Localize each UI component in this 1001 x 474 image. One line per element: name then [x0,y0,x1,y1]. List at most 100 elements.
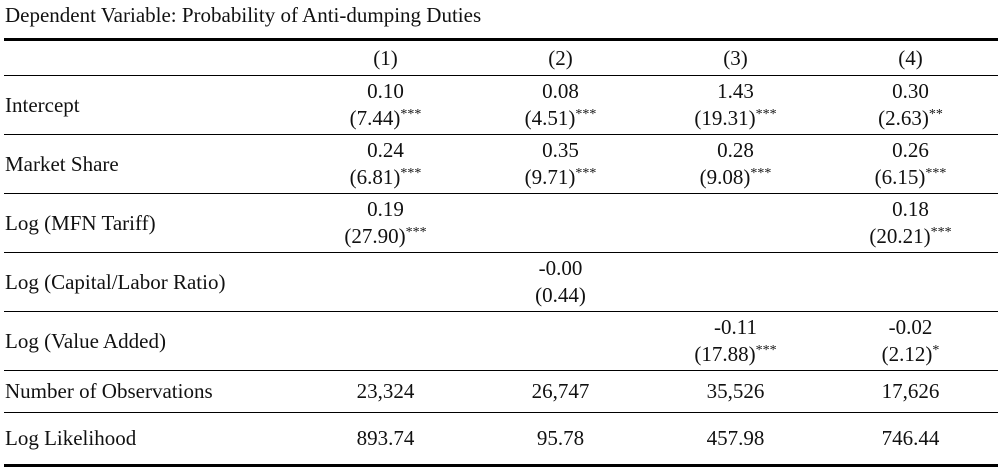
coefficient: 0.30 [823,78,998,105]
coefficient-value: -0.02 [888,315,933,339]
t-value: (9.08) [699,165,751,189]
column-label: (1) [373,45,398,70]
value-cell [473,311,648,371]
significance-stars: *** [755,343,777,358]
coefficient-value: 0.35 [542,138,579,162]
header-cell: (3) [648,40,823,76]
coefficient-value: 0.26 [892,138,929,162]
value-cell: 457.98 [648,412,823,466]
value-cell: 26,747 [473,370,648,413]
t-statistic: (19.31)*** [648,105,823,132]
coefficient: 0.10 [298,78,473,105]
table-row: Intercept 0.10 (7.44)*** 0.08 (4.51)*** 1.43(… [4,75,998,135]
header-cell [4,40,298,76]
value-cell: 95.78 [473,412,648,466]
statistic-value: 893.74 [356,426,415,450]
coefficient-value: 0.30 [892,79,929,103]
coefficient: -0.11 [648,314,823,341]
coefficient-value: 0.08 [542,79,579,103]
value-cell: -0.11 (17.88)*** [648,311,823,371]
t-statistic: (9.71)*** [473,164,648,191]
significance-stars: *** [400,107,422,122]
t-value: (6.81) [349,165,401,189]
t-value: (20.21) [869,224,931,248]
coefficient-value: 1.43 [717,79,754,103]
value-cell [298,252,473,312]
value-cell: 746.44 [823,412,998,466]
coefficient-value: 0.18 [892,197,929,221]
coefficient: 0.35 [473,137,648,164]
table-row: Log (Capital/Labor Ratio) -0.00 (0.44) [4,252,998,312]
regression-table: (1) (2) (3) (4) Intercept 0.10 (7.44)*** 0.08 (4… [4,38,998,467]
significance-stars: *** [400,166,422,181]
value-cell: 0.35 (9.71)*** [473,134,648,194]
value-cell: 0.24 (6.81)*** [298,134,473,194]
value-cell: 1.43 (19.31)*** [648,75,823,135]
row-label: Log (Value Added) [5,328,166,353]
row-label: Market Share [5,151,119,176]
t-statistic: (7.44)*** [298,105,473,132]
coefficient: 1.43 [648,78,823,105]
significance-stars: ** [928,107,943,122]
significance-stars: *** [575,107,597,122]
value-cell: 0.19 (27.90)*** [298,193,473,253]
t-value: (19.31) [694,106,756,130]
table-row: Log (MFN Tariff) 0.19 (27.90)*** 0.18 (20.21… [4,193,998,253]
value-cell: -0.00 (0.44) [473,252,648,312]
t-statistic: (27.90)*** [298,223,473,250]
significance-stars: * [932,343,940,358]
value-cell [648,193,823,253]
header-cell: (4) [823,40,998,76]
statistic-value: 35,526 [706,379,765,403]
coefficient: -0.00 [473,255,648,282]
table-row: Market Share 0.24 (6.81)*** 0.35 (9.71)*** 0.… [4,134,998,194]
statistic-value: 746.44 [881,426,940,450]
coefficient: -0.02 [823,314,998,341]
t-value: (2.63) [878,106,929,130]
row-label-cell: Market Share [4,134,298,194]
coefficient: 0.18 [823,196,998,223]
t-value: (27.90) [344,224,406,248]
t-statistic: (6.81)*** [298,164,473,191]
statistic-value: 457.98 [706,426,765,450]
row-label-cell: Intercept [4,75,298,135]
column-label: (2) [548,45,573,70]
coefficient-value: -0.00 [538,256,583,280]
coefficient-value: 0.19 [367,197,404,221]
column-label: (4) [898,45,923,70]
statistic-value: 23,324 [356,379,415,403]
t-value: (2.12) [881,342,933,366]
row-label-cell: Log Likelihood [4,412,298,466]
significance-stars: *** [750,166,772,181]
coefficient: 0.08 [473,78,648,105]
table-row: Log (Value Added) -0.11 (17.88)*** -0.02 (2.… [4,311,998,371]
t-statistic: (4.51)*** [473,105,648,132]
t-statistic: (2.63)** [823,105,998,132]
significance-stars: *** [930,225,952,240]
value-cell: 17,626 [823,370,998,413]
value-cell: 0.30 (2.63)** [823,75,998,135]
value-cell: 0.26 (6.15)*** [823,134,998,194]
t-value: (4.51) [524,106,576,130]
row-label: Log Likelihood [5,426,137,450]
t-statistic: (0.44) [473,282,648,309]
coefficient: 0.19 [298,196,473,223]
t-statistic: (6.15)*** [823,164,998,191]
coefficient: 0.24 [298,137,473,164]
significance-stars: *** [575,166,597,181]
t-statistic: (17.88)*** [648,341,823,368]
row-label-cell: Log (Value Added) [4,311,298,371]
t-value: (7.44) [349,106,401,130]
coefficient-value: -0.11 [714,315,757,339]
header-row: (1) (2) (3) (4) [4,40,998,76]
row-label-cell: Number of Observations [4,370,298,413]
t-value: (9.71) [524,165,576,189]
value-cell [298,311,473,371]
value-cell: -0.02 (2.12)* [823,311,998,371]
row-label: Log (Capital/Labor Ratio) [5,269,226,294]
value-cell [648,252,823,312]
column-label: (3) [723,45,748,70]
coefficient-value: 0.10 [367,79,404,103]
header-cell: (1) [298,40,473,76]
caption: Dependent Variable: Probability of Anti-… [5,3,482,27]
